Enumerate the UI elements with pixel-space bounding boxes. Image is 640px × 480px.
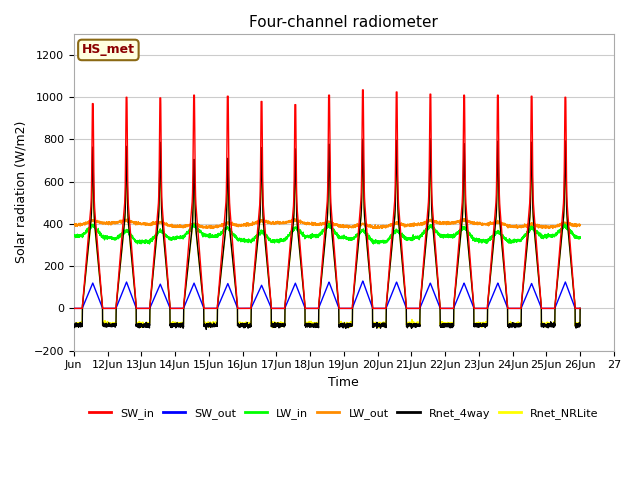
Legend: SW_in, SW_out, LW_in, LW_out, Rnet_4way, Rnet_NRLite: SW_in, SW_out, LW_in, LW_out, Rnet_4way,… <box>84 404 603 423</box>
Title: Four-channel radiometer: Four-channel radiometer <box>250 15 438 30</box>
Text: HS_met: HS_met <box>82 44 135 57</box>
Y-axis label: Solar radiation (W/m2): Solar radiation (W/m2) <box>15 121 28 264</box>
X-axis label: Time: Time <box>328 376 359 389</box>
